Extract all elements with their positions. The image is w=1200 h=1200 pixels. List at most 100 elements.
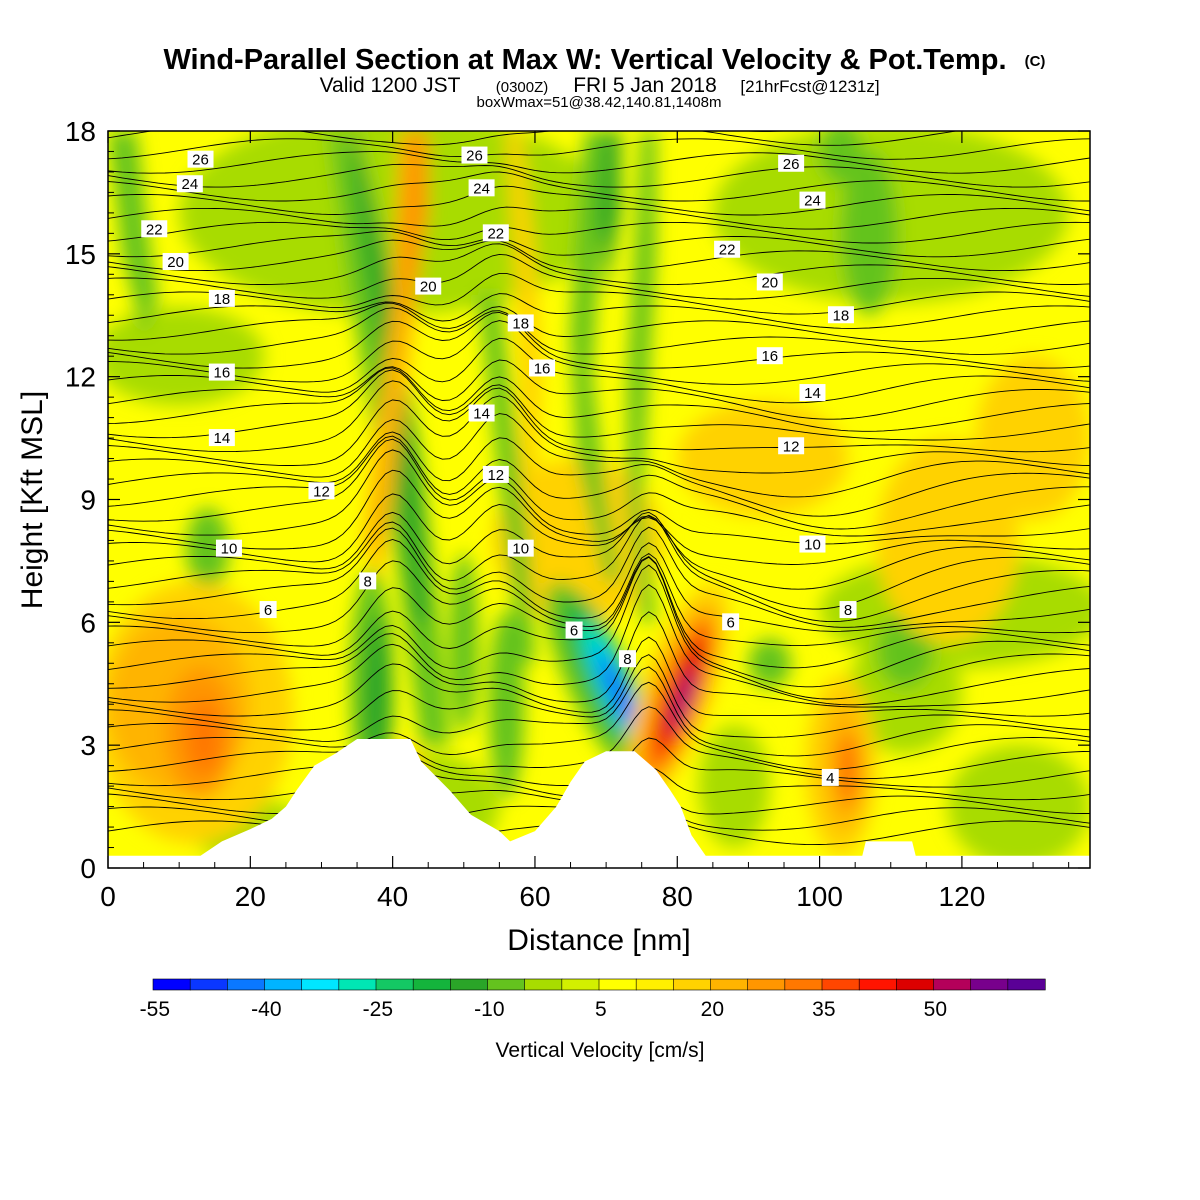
theta-contour-label: 26 bbox=[187, 150, 214, 169]
x-tick-label: 20 bbox=[235, 881, 266, 912]
colorbar-tick-label: -10 bbox=[474, 998, 504, 1021]
theta-contour-label: 8 bbox=[839, 601, 857, 619]
svg-text:24: 24 bbox=[804, 193, 821, 210]
theta-contour-line bbox=[108, 681, 1090, 770]
velocity-shade bbox=[488, 610, 525, 799]
svg-text:16: 16 bbox=[214, 365, 231, 382]
colorbar-tick-label: -25 bbox=[363, 998, 393, 1021]
colorbar-swatch bbox=[598, 978, 637, 991]
colorbar-swatch bbox=[635, 978, 674, 991]
theta-contour-line bbox=[108, 131, 960, 146]
svg-text:6: 6 bbox=[570, 623, 578, 640]
y-tick-label: 9 bbox=[80, 485, 96, 516]
colorbar-swatch bbox=[375, 978, 414, 991]
colorbar: -55 -40 -25 -10 5 20 35 50 bbox=[140, 978, 1046, 1021]
colorbar-swatch bbox=[784, 978, 823, 991]
theta-contour-line bbox=[108, 493, 1090, 590]
theta-contour-line bbox=[108, 449, 1090, 545]
valid-prefix: Valid 1200 JST bbox=[320, 74, 461, 97]
theta-contour-line bbox=[108, 611, 1090, 708]
svg-text:16: 16 bbox=[761, 348, 778, 365]
theta-contour-line bbox=[108, 337, 1090, 404]
theta-contour-label: 4 bbox=[821, 768, 839, 787]
theta-contour-label: 24 bbox=[799, 191, 826, 210]
theta-contour-line bbox=[108, 293, 1090, 329]
terrain bbox=[108, 739, 1090, 868]
velocity-shade bbox=[570, 131, 621, 582]
theta-contour-label: 18 bbox=[827, 306, 854, 324]
copyright-mark: (C) bbox=[1025, 53, 1046, 70]
theta-contour-line bbox=[108, 311, 1090, 369]
colorbar-swatch bbox=[524, 978, 563, 991]
svg-text:14: 14 bbox=[214, 430, 231, 447]
svg-text:12: 12 bbox=[487, 467, 504, 484]
colorbar-swatch bbox=[227, 978, 266, 991]
colorbar-tick-label: -55 bbox=[140, 998, 170, 1021]
theta-contour-line bbox=[108, 138, 1090, 160]
theta-contour-labels: 26 24 22 20 18 16 14 12 10 8 6 26 24 22 20 18 16 14 12 10 6 8… bbox=[141, 146, 857, 787]
svg-text:26: 26 bbox=[192, 152, 209, 169]
theta-contour-label: 14 bbox=[208, 429, 235, 447]
theta-contour-label: 16 bbox=[208, 363, 235, 382]
svg-text:26: 26 bbox=[466, 148, 483, 165]
x-tick-label: 40 bbox=[377, 881, 408, 912]
theta-contour-line bbox=[108, 221, 1090, 244]
colorbar-swatch bbox=[710, 978, 749, 991]
theta-contour-label: 10 bbox=[215, 539, 242, 558]
theta-contour-line bbox=[108, 380, 1090, 453]
svg-text:4: 4 bbox=[826, 770, 834, 787]
velocity-shade bbox=[840, 151, 898, 316]
theta-contour-label: 22 bbox=[141, 220, 168, 238]
y-tick-label: 0 bbox=[80, 853, 96, 884]
theta-contour-line bbox=[108, 564, 1090, 700]
colorbar-swatch bbox=[821, 978, 860, 991]
colorbar-swatch bbox=[264, 978, 303, 991]
colorbar-swatch bbox=[450, 978, 489, 991]
svg-text:10: 10 bbox=[221, 541, 238, 558]
svg-text:6: 6 bbox=[726, 614, 734, 631]
theta-contour-line bbox=[338, 131, 792, 132]
theta-contour-line bbox=[108, 556, 1090, 688]
x-tick-label: 100 bbox=[796, 881, 843, 912]
y-tick-label: 3 bbox=[80, 730, 96, 761]
velocity-shade bbox=[399, 131, 429, 336]
theta-contour-line bbox=[108, 526, 1090, 628]
svg-text:6: 6 bbox=[264, 602, 272, 619]
theta-contour-label: 10 bbox=[507, 539, 534, 558]
colorbar-tick-label: 35 bbox=[812, 998, 835, 1021]
x-tick-label: 80 bbox=[662, 881, 693, 912]
theta-contour-label: 6 bbox=[565, 621, 583, 640]
velocity-field bbox=[108, 131, 1090, 868]
theta-contour-label: 18 bbox=[507, 314, 534, 332]
colorbar-tick-label: 20 bbox=[701, 998, 724, 1021]
theta-contour-line bbox=[108, 636, 1090, 717]
forecast-info: [21hrFcst@1231z] bbox=[740, 77, 879, 96]
y-tick-label: 18 bbox=[65, 116, 96, 147]
svg-text:18: 18 bbox=[833, 307, 850, 324]
svg-text:18: 18 bbox=[214, 291, 231, 308]
theta-contour-line bbox=[108, 367, 1090, 432]
theta-contour-label: 20 bbox=[162, 253, 189, 271]
theta-contour-label: 12 bbox=[778, 437, 805, 455]
velocity-shade bbox=[947, 745, 1090, 868]
theta-contour-line bbox=[108, 511, 1090, 610]
velocity-shade bbox=[599, 131, 621, 295]
theta-contour-label: 20 bbox=[756, 273, 783, 291]
colorbar-tick-label: 5 bbox=[595, 998, 607, 1021]
colorbar-swatch bbox=[152, 978, 191, 991]
chart-title: Wind-Parallel Section at Max W: Vertical… bbox=[163, 44, 1006, 76]
svg-text:26: 26 bbox=[783, 156, 800, 173]
theta-contour-label: 8 bbox=[359, 572, 377, 590]
colorbar-swatch bbox=[673, 978, 712, 991]
svg-text:14: 14 bbox=[804, 385, 821, 402]
theta-contour-label: 24 bbox=[468, 179, 495, 197]
valid-line: Valid 1200 JST (0300Z) FRI 5 Jan 2018 [2… bbox=[320, 74, 880, 97]
theta-contour-label: 22 bbox=[714, 240, 741, 259]
x-axis-label: Distance [nm] bbox=[507, 924, 690, 957]
theta-contour-line bbox=[108, 666, 1090, 757]
theta-contour-label: 6 bbox=[722, 613, 740, 631]
svg-text:10: 10 bbox=[804, 537, 821, 554]
theta-contour-label: 12 bbox=[308, 482, 335, 500]
svg-text:24: 24 bbox=[181, 176, 198, 193]
